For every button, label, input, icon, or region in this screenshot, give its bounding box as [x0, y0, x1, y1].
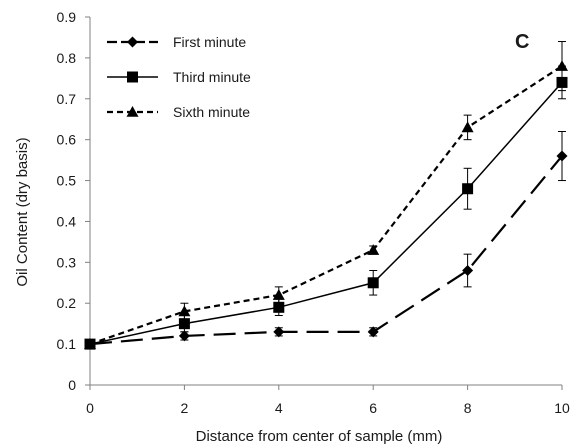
series-line	[89, 65, 563, 346]
data-point-diamond	[462, 265, 474, 277]
data-point-square	[273, 301, 285, 313]
y-tick-label: 0.6	[57, 132, 77, 148]
data-point-triangle	[84, 338, 96, 349]
series-line	[89, 155, 563, 346]
data-point-diamond	[556, 150, 568, 162]
y-tick-label: 0.1	[57, 336, 77, 352]
series-third-minute	[84, 65, 568, 350]
x-tick-label: 2	[181, 400, 189, 416]
data-point-triangle	[367, 244, 380, 255]
data-point-triangle	[178, 305, 191, 317]
series-layer	[84, 41, 568, 350]
legend-marker-square	[127, 71, 138, 83]
data-point-triangle	[272, 289, 285, 300]
data-point-square	[367, 277, 379, 289]
series-sixth-minute	[84, 41, 568, 349]
x-tick-label: 6	[369, 400, 377, 416]
panel-label: C	[515, 31, 529, 53]
y-tick-label: 0	[68, 377, 76, 393]
data-point-triangle	[461, 121, 474, 133]
y-tick-label: 0.9	[57, 9, 77, 25]
data-point-square	[462, 183, 474, 195]
x-axis-title: Distance from center of sample (mm)	[196, 428, 443, 445]
x-tick-label: 10	[554, 400, 570, 416]
legend-label: First minute	[173, 34, 246, 50]
axes	[85, 16, 563, 390]
y-tick-label: 0.4	[57, 213, 77, 229]
legend-label: Sixth minute	[173, 104, 250, 120]
tick-labels: 0 0.1 0.2 0.3 0.4 0.5 0.6 0.7 0.8 0.9 0 2 4 6 8 10	[57, 9, 570, 416]
data-point-diamond	[178, 330, 190, 342]
y-axis-title: Oil Content (dry basis)	[14, 137, 31, 286]
y-tick-label: 0.3	[57, 254, 77, 270]
data-point-diamond	[367, 326, 379, 338]
data-point-square	[178, 318, 190, 330]
x-tick-label: 8	[464, 400, 472, 416]
series-first-minute	[84, 130, 568, 350]
legend-marker-triangle	[126, 106, 139, 117]
x-tick-label: 4	[275, 400, 283, 416]
y-tick-label: 0.5	[57, 173, 77, 189]
data-point-diamond	[273, 326, 285, 338]
y-tick-label: 0.7	[57, 91, 77, 107]
y-tick-label: 0.8	[57, 50, 77, 66]
legend-label: Third minute	[173, 69, 251, 85]
data-point-triangle	[556, 60, 568, 71]
x-tick-label: 0	[86, 400, 94, 416]
legend: First minute Third minute Sixth minute	[107, 34, 251, 120]
series-line	[89, 81, 563, 345]
legend-marker-diamond	[127, 36, 138, 48]
y-tick-label: 0.2	[57, 295, 77, 311]
